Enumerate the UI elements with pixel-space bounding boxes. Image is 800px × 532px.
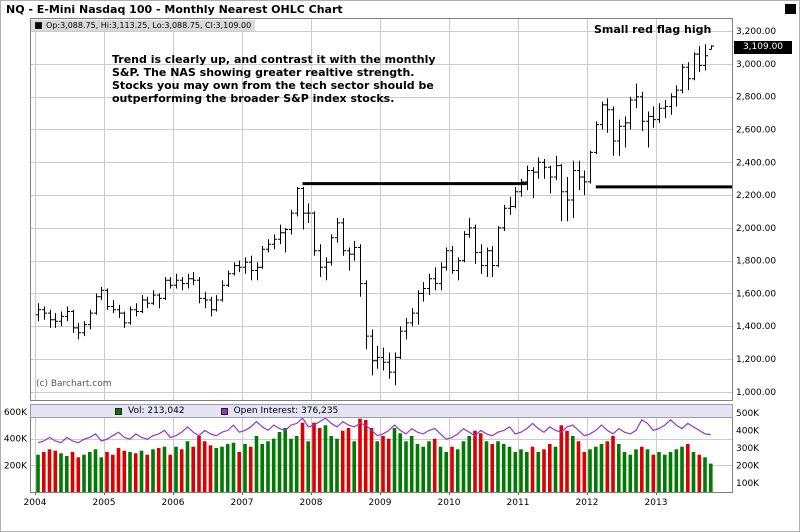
ohlc-legend-text: Op:3,088.75, Hi:3,113.25, Lo:3,088.75, C… xyxy=(46,21,252,30)
svg-text:3,000.00: 3,000.00 xyxy=(736,60,776,70)
volume-legend: Vol: 213,042 Open Interest: 376,235 xyxy=(30,404,733,418)
svg-text:2,200.00: 2,200.00 xyxy=(736,191,776,201)
svg-text:100K: 100K xyxy=(736,479,760,489)
volume-swatch xyxy=(115,407,122,415)
chart-title: NQ - E-Mini Nasdaq 100 - Monthly Nearest… xyxy=(6,3,343,16)
svg-text:3,200.00: 3,200.00 xyxy=(736,27,776,37)
svg-text:1,400.00: 1,400.00 xyxy=(736,322,776,332)
svg-text:2005: 2005 xyxy=(93,498,116,508)
svg-text:2011: 2011 xyxy=(507,498,530,508)
volume-legend-text: Vol: 213,042 xyxy=(128,406,185,416)
price-plot-border xyxy=(30,18,733,401)
svg-text:2,600.00: 2,600.00 xyxy=(736,125,776,135)
ohlc-legend: Op:3,088.75, Hi:3,113.25, Lo:3,088.75, C… xyxy=(31,20,256,31)
gridlines xyxy=(30,18,732,495)
svg-text:500K: 500K xyxy=(736,409,760,419)
svg-text:2009: 2009 xyxy=(369,498,392,508)
svg-text:2,800.00: 2,800.00 xyxy=(736,93,776,103)
svg-text:2010: 2010 xyxy=(438,498,461,508)
svg-text:1,800.00: 1,800.00 xyxy=(736,257,776,267)
svg-text:2006: 2006 xyxy=(162,498,185,508)
axis-labels: 3,200.00 3,000.00 2,800.00 2,600.00 2,400.00… xyxy=(4,27,776,508)
ohlc-bars xyxy=(36,44,714,386)
svg-text:1,600.00: 1,600.00 xyxy=(736,289,776,299)
svg-text:2,400.00: 2,400.00 xyxy=(736,158,776,168)
corner-mark xyxy=(785,4,796,14)
volume-bars xyxy=(36,418,713,492)
svg-text:200K: 200K xyxy=(736,462,760,472)
ohlc-legend-swatch xyxy=(35,22,42,29)
svg-text:2013: 2013 xyxy=(645,498,668,508)
open-interest-line xyxy=(37,417,711,444)
open-interest-swatch xyxy=(220,407,228,415)
last-price-tag: 3,109.00 xyxy=(734,41,792,54)
svg-text:200K: 200K xyxy=(4,461,28,471)
svg-text:2008: 2008 xyxy=(300,498,323,508)
svg-text:400K: 400K xyxy=(736,426,760,436)
svg-text:2,000.00: 2,000.00 xyxy=(736,224,776,234)
svg-text:300K: 300K xyxy=(736,444,760,454)
svg-text:2012: 2012 xyxy=(576,498,599,508)
open-interest-legend-text: Open Interest: 376,235 xyxy=(233,406,339,416)
svg-text:400K: 400K xyxy=(4,435,28,445)
svg-text:2007: 2007 xyxy=(231,498,254,508)
svg-text:1,000.00: 1,000.00 xyxy=(736,388,776,398)
barchart-watermark: (c) Barchart.com xyxy=(36,379,112,389)
svg-text:2004: 2004 xyxy=(24,498,47,508)
commentary-annotation: Trend is clearly up, and contrast it wit… xyxy=(112,53,436,105)
svg-text:600K: 600K xyxy=(4,408,28,418)
svg-text:1,200.00: 1,200.00 xyxy=(736,355,776,365)
flag-high-annotation: Small red flag high xyxy=(594,23,712,36)
